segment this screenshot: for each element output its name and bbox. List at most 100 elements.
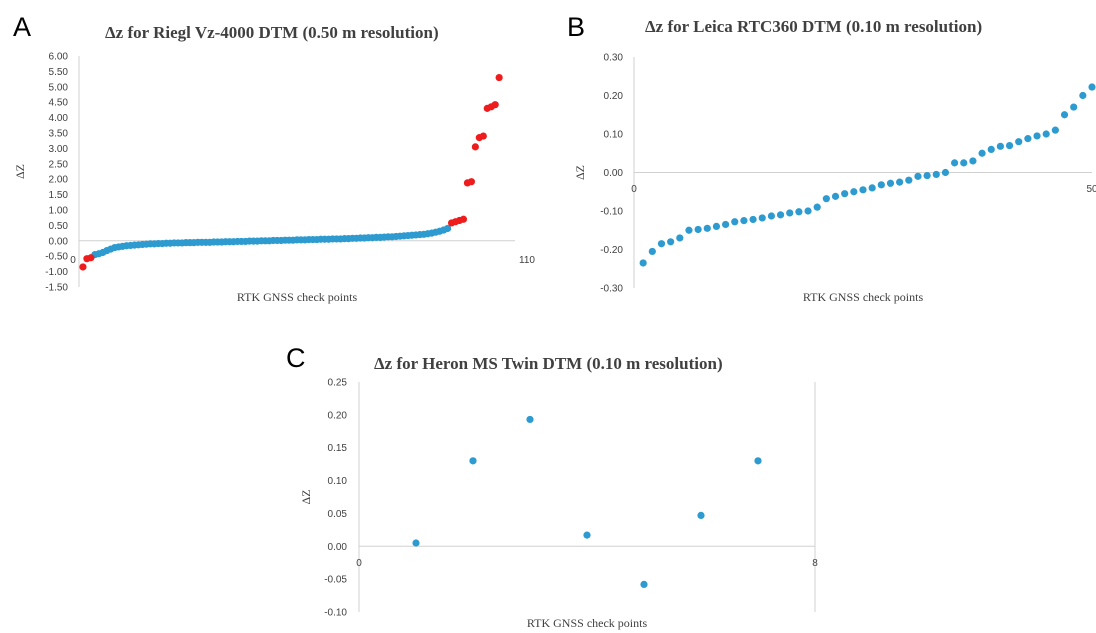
data-point bbox=[640, 580, 648, 589]
data-point bbox=[786, 209, 794, 217]
x-axis-label-a: RTK GNSS check points bbox=[237, 290, 358, 304]
panel-letter-a: A bbox=[13, 12, 32, 42]
data-point bbox=[758, 214, 766, 222]
data-point bbox=[905, 176, 913, 184]
data-point bbox=[667, 238, 675, 246]
data-point bbox=[694, 225, 702, 234]
y-axis-label-a: ΔZ bbox=[13, 164, 27, 179]
chart-title-b: Δz for Leica RTC360 DTM (0.10 m resoluti… bbox=[645, 17, 983, 36]
data-point bbox=[914, 172, 922, 180]
y-tick-label: -0.05 bbox=[324, 575, 347, 586]
data-point bbox=[526, 415, 534, 424]
data-point bbox=[831, 192, 840, 200]
data-point bbox=[804, 207, 812, 215]
data-point bbox=[813, 203, 821, 211]
data-point bbox=[749, 215, 757, 224]
data-point bbox=[444, 224, 452, 233]
panel-letter-c: C bbox=[286, 343, 306, 373]
data-point bbox=[471, 143, 479, 151]
data-point bbox=[495, 73, 503, 82]
data-point bbox=[639, 259, 647, 267]
y-tick-label: -0.30 bbox=[600, 284, 623, 295]
data-point bbox=[479, 132, 487, 140]
y-tick-label: -0.20 bbox=[600, 245, 623, 256]
data-point bbox=[648, 247, 656, 256]
data-point bbox=[467, 178, 475, 186]
data-point bbox=[1005, 141, 1014, 150]
data-point bbox=[722, 220, 730, 229]
data-point bbox=[1042, 130, 1050, 138]
data-point bbox=[79, 263, 87, 271]
data-point bbox=[776, 211, 785, 219]
y-tick-label: -0.10 bbox=[324, 608, 347, 619]
data-point bbox=[978, 149, 986, 157]
data-point bbox=[1079, 91, 1087, 100]
data-point bbox=[969, 157, 977, 165]
chart-title-a: Δz for Riegl Vz-4000 DTM (0.50 m resolut… bbox=[105, 23, 439, 42]
data-point bbox=[412, 539, 420, 547]
data-point bbox=[877, 181, 885, 189]
data-point bbox=[850, 188, 858, 196]
y-tick-label: -0.10 bbox=[600, 207, 623, 218]
data-point bbox=[1051, 126, 1059, 134]
y-tick-label: 0.05 bbox=[328, 509, 348, 520]
data-point bbox=[987, 145, 995, 153]
y-tick-label: -1.50 bbox=[45, 283, 68, 294]
data-point bbox=[697, 511, 705, 519]
y-tick-label: 6.00 bbox=[49, 52, 69, 63]
data-point bbox=[657, 240, 666, 248]
y-tick-label: 0.50 bbox=[49, 221, 69, 232]
data-point bbox=[703, 224, 711, 232]
y-axis-label-c: ΔZ bbox=[299, 489, 313, 504]
data-point bbox=[868, 184, 876, 192]
data-point bbox=[731, 218, 739, 226]
y-tick-label: 0.30 bbox=[604, 53, 624, 64]
data-point bbox=[712, 222, 721, 230]
data-point bbox=[941, 168, 950, 177]
y-tick-label: -1.00 bbox=[45, 267, 68, 278]
data-point bbox=[932, 170, 940, 179]
y-axis-label-b: ΔZ bbox=[573, 165, 587, 180]
data-point bbox=[87, 254, 95, 262]
data-point bbox=[795, 208, 803, 216]
y-tick-label: 3.00 bbox=[49, 144, 69, 155]
data-point bbox=[841, 190, 849, 198]
y-tick-label: 0.20 bbox=[604, 91, 624, 102]
data-point bbox=[754, 457, 762, 465]
x-tick-label: 110 bbox=[519, 255, 535, 266]
data-point bbox=[960, 159, 968, 167]
x-tick-label: 50 bbox=[1086, 184, 1096, 195]
x-tick-label: 0 bbox=[70, 255, 76, 266]
y-tick-label: 0.10 bbox=[604, 130, 624, 141]
x-tick-label: 0 bbox=[631, 184, 637, 195]
data-point bbox=[491, 101, 499, 109]
y-tick-label: 5.50 bbox=[49, 67, 69, 78]
y-tick-label: 3.50 bbox=[49, 129, 69, 140]
data-point bbox=[951, 159, 959, 167]
y-tick-label: 0.10 bbox=[328, 476, 348, 487]
data-point bbox=[923, 171, 931, 180]
data-point bbox=[886, 179, 895, 187]
data-point bbox=[1033, 132, 1041, 140]
data-point bbox=[896, 178, 904, 186]
data-point bbox=[1070, 103, 1078, 111]
data-point bbox=[1024, 135, 1032, 143]
data-point bbox=[822, 195, 830, 203]
data-point bbox=[459, 215, 468, 223]
data-point bbox=[685, 226, 693, 234]
data-point bbox=[469, 457, 477, 465]
y-tick-label: 4.50 bbox=[49, 98, 69, 109]
y-tick-label: 0.00 bbox=[604, 168, 624, 179]
panel-letter-b: B bbox=[567, 12, 586, 42]
y-tick-label: 0.15 bbox=[328, 443, 348, 454]
x-axis-label-c: RTK GNSS check points bbox=[527, 616, 648, 630]
y-tick-label: 2.00 bbox=[49, 175, 69, 186]
y-tick-label: 0.20 bbox=[328, 410, 348, 421]
y-tick-label: 4.00 bbox=[49, 113, 69, 124]
data-point bbox=[1015, 138, 1023, 146]
data-point bbox=[740, 217, 748, 225]
y-tick-label: -0.50 bbox=[45, 252, 68, 263]
